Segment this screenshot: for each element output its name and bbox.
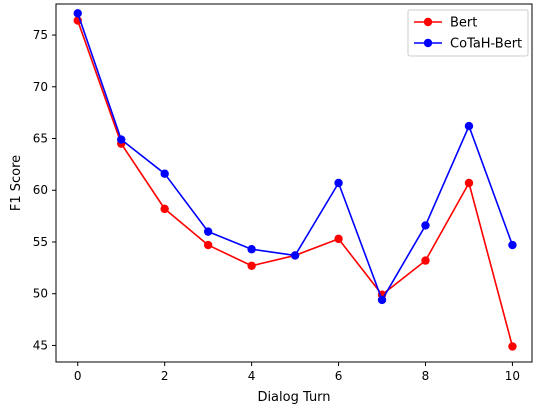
y-tick-label-1: 50 [33,287,48,301]
x-tick-label-0: 0 [74,369,82,383]
plot-frame [55,3,533,363]
legend: Bert CoTaH-Bert [407,9,529,57]
data-point-1-2 [160,169,169,178]
x-tick-label-4: 8 [422,369,430,383]
data-point-1-8 [421,221,430,230]
x-tick-label-5: 10 [505,369,520,383]
y-tick-label-2: 55 [33,235,48,249]
y-tick-label-6: 75 [33,28,48,42]
series-line-0 [76,20,514,347]
y-tick-label-0: 45 [33,338,48,352]
data-point-0-6 [334,234,343,244]
data-point-1-0 [73,9,82,18]
x-tick-label-1: 2 [161,369,169,383]
data-point-0-4 [247,261,256,270]
y-tick-label-3: 60 [33,183,48,197]
data-point-0-2 [160,204,169,214]
data-point-1-4 [247,245,256,254]
data-point-1-6 [334,178,343,188]
x-tick-label-2: 4 [248,369,256,383]
legend-label-1: CoTaH-Bert [450,37,522,52]
data-point-0-10 [508,342,517,351]
legend-label-0: Bert [450,16,477,31]
data-point-1-1 [117,135,126,144]
legend-marker-1 [423,38,433,48]
x-tick-label-3: 6 [335,369,343,383]
data-point-0-9 [464,178,474,188]
plot-layer [73,9,517,351]
data-point-0-8 [421,256,430,265]
y-axis-label: F1 Score [9,155,24,211]
axes-layer: 0 2 4 6 8 10 45 50 55 60 65 70 75 [33,3,533,383]
data-point-1-10 [508,240,517,250]
data-point-1-3 [203,227,213,236]
legend-marker-0 [423,17,433,27]
y-tick-label-4: 65 [33,132,48,146]
data-point-0-3 [203,240,213,250]
data-point-1-7 [377,295,387,305]
data-point-1-9 [464,121,474,131]
data-point-1-5 [290,251,300,260]
x-axis-label: Dialog Turn [257,390,330,405]
y-tick-label-5: 70 [33,80,48,94]
